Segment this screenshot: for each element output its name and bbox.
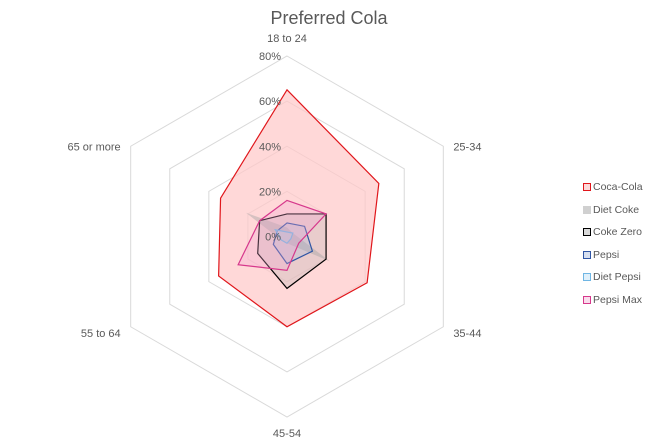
tick-label: 0% (265, 232, 281, 244)
series-diet-coke (245, 212, 330, 262)
legend-item: Coke Zero (583, 221, 643, 244)
category-label: 25-34 (453, 141, 481, 153)
chart-title: Preferred Cola (270, 8, 388, 28)
legend-swatch-icon (583, 295, 591, 304)
series-diet-pepsi (274, 228, 294, 245)
grid-ring (169, 100, 405, 373)
legend-item: Pepsi (583, 244, 643, 267)
grid-ring (130, 55, 444, 418)
tick-label: 80% (259, 51, 281, 63)
legend-swatch-icon (583, 183, 591, 192)
legend-swatch-icon (583, 250, 591, 259)
radar-series (218, 88, 380, 328)
series-pepsi (272, 222, 314, 265)
category-label: 65 or more (67, 141, 120, 153)
legend-swatch-icon (583, 205, 591, 214)
tick-label: 40% (259, 141, 281, 153)
legend-item: Coca-Cola (583, 176, 643, 199)
legend-item: Pepsi Max (583, 289, 643, 312)
category-label: 35-44 (453, 328, 481, 340)
series-pepsi-max (237, 199, 328, 271)
legend: Coca-Cola Diet Coke Coke Zero Pepsi Diet… (583, 176, 643, 311)
legend-item: Diet Pepsi (583, 266, 643, 289)
category-label: 45-54 (273, 428, 301, 440)
category-label: 18 to 24 (267, 33, 307, 45)
radial-tick-labels: 0% 20% 40% 60% 80% (259, 51, 281, 244)
legend-swatch-icon (583, 273, 591, 282)
tick-label: 60% (259, 96, 281, 108)
tick-label: 20% (259, 186, 281, 198)
legend-item: Diet Coke (583, 199, 643, 222)
category-label: 55 to 64 (81, 328, 121, 340)
legend-swatch-icon (583, 228, 591, 237)
category-labels: 18 to 24 25-34 35-44 45-54 55 to 64 65 or mor… (67, 33, 481, 440)
